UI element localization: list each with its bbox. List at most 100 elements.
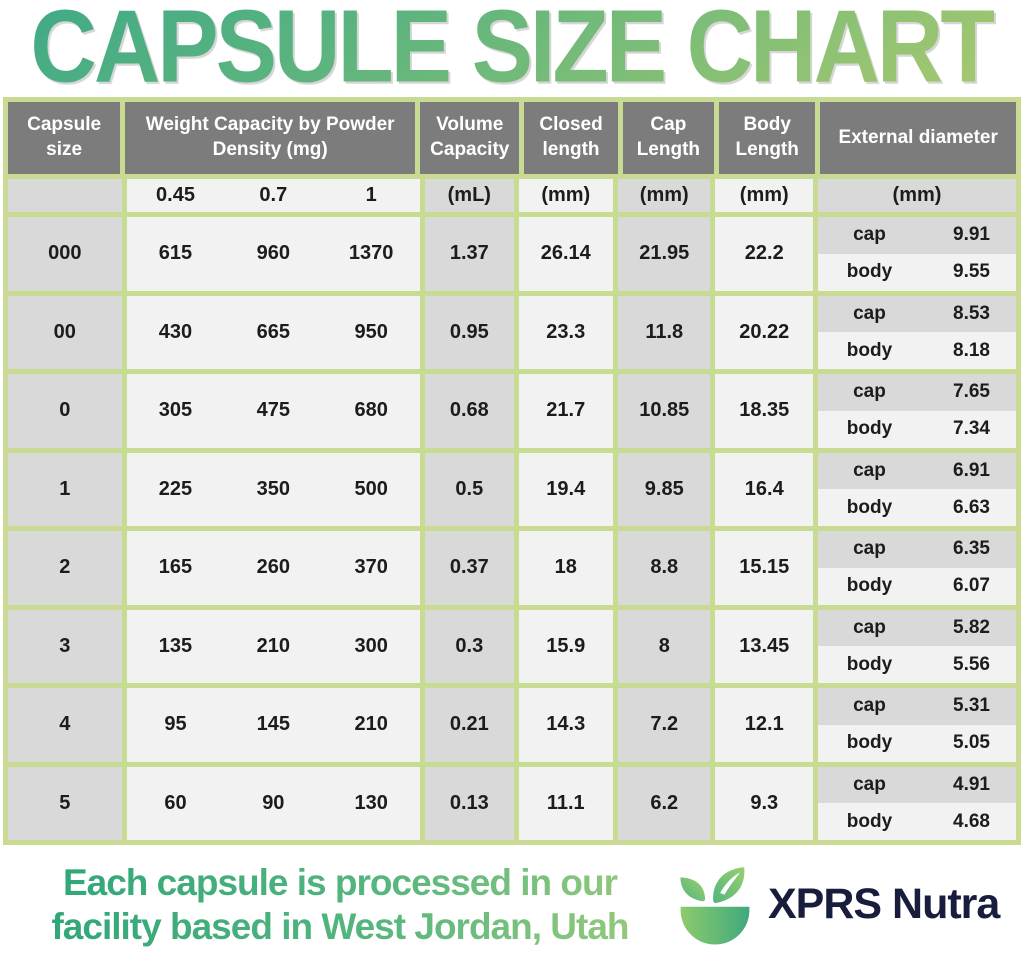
weight-value: 305	[158, 399, 193, 422]
weight-capacity-cell: 430 665 950	[126, 295, 421, 369]
table-row: 000 615 960 1370 1.37 26.14 21.95 22.2 c…	[8, 217, 1016, 291]
table-header-row: Capsule size Weight Capacity by Powder D…	[8, 102, 1016, 174]
closed-length-cell: 19.4	[518, 452, 614, 526]
closed-length-cell: 26.14	[518, 217, 614, 291]
ext-body-label: body	[846, 261, 893, 283]
volume-capacity-cell: 0.5	[425, 452, 514, 526]
external-diameter-cell: cap 7.65 body 7.34	[817, 374, 1016, 448]
capsule-size-cell: 2	[8, 531, 122, 605]
title-bar: CAPSULE SIZE CHART	[0, 0, 1024, 104]
ext-body-label: body	[846, 732, 893, 754]
table-row: 0 305 475 680 0.68 21.7 10.85 18.35 cap …	[8, 374, 1016, 448]
capsule-size-cell: 1	[8, 452, 122, 526]
density-value: 0.45	[156, 184, 195, 206]
volume-capacity-cell: 0.37	[425, 531, 514, 605]
weight-value: 225	[158, 477, 193, 500]
units-volume: (mL)	[425, 179, 514, 212]
footer-tagline-line1: Each capsule is processed in our	[62, 862, 618, 903]
external-diameter-body-row: body 6.63	[817, 489, 1016, 526]
external-diameter-cap-row: cap 9.91	[817, 217, 1016, 254]
closed-length-cell: 18	[518, 531, 614, 605]
ext-cap-value: 8.53	[953, 302, 990, 324]
units-external-diameter: (mm)	[817, 179, 1016, 212]
body-length-cell: 20.22	[715, 295, 813, 369]
external-diameter-cap-row: cap 7.65	[817, 374, 1016, 411]
weight-value: 665	[256, 320, 290, 343]
column-header-volume-capacity: Volume Capacity	[420, 102, 520, 174]
cap-length-cell: 7.2	[618, 688, 711, 762]
external-diameter-cap-row: cap 6.91	[817, 452, 1016, 490]
capsule-size-cell: 000	[8, 217, 122, 291]
external-diameter-cap-row: cap 5.82	[817, 609, 1016, 647]
body-length-cell: 18.35	[715, 374, 813, 448]
capsule-size-cell: 4	[8, 688, 122, 762]
weight-value: 960	[256, 242, 290, 265]
external-diameter-cap-row: cap 4.91	[817, 766, 1016, 804]
weight-value: 210	[354, 713, 388, 736]
weight-capacity-cell: 615 960 1370	[126, 217, 421, 291]
page-title: CAPSULE SIZE CHART	[30, 0, 996, 106]
weight-value: 90	[262, 791, 285, 814]
volume-capacity-cell: 0.3	[425, 609, 514, 683]
units-density-values: 0.45 0.7 1	[126, 179, 421, 212]
ext-cap-label: cap	[853, 773, 886, 795]
external-diameter-cell: cap 5.31 body 5.05	[817, 688, 1016, 762]
table-row: 1 225 350 500 0.5 19.4 9.85 16.4 cap 6.9…	[8, 452, 1016, 526]
ext-body-value: 5.56	[953, 653, 990, 675]
units-closed-length: (mm)	[518, 179, 614, 212]
column-header-external-diameter: External diameter	[820, 102, 1016, 174]
ext-cap-value: 6.91	[953, 459, 990, 481]
ext-cap-value: 4.91	[953, 773, 990, 795]
column-header-body-length: Body Length	[719, 102, 816, 174]
ext-cap-value: 9.91	[953, 224, 990, 246]
ext-body-label: body	[846, 653, 893, 675]
weight-capacity-cell: 165 260 370	[126, 531, 421, 605]
ext-body-value: 7.34	[953, 418, 990, 440]
cap-length-cell: 8.8	[618, 531, 711, 605]
body-length-cell: 22.2	[715, 217, 813, 291]
weight-capacity-cell: 135 210 300	[126, 609, 421, 683]
body-length-cell: 9.3	[715, 766, 813, 840]
units-body-length: (mm)	[715, 179, 813, 212]
column-header-closed-length: Closed length	[524, 102, 618, 174]
external-diameter-body-row: body 9.55	[817, 253, 1016, 291]
closed-length-cell: 15.9	[518, 609, 614, 683]
column-header-capsule-size: Capsule size	[8, 102, 121, 174]
cap-length-cell: 10.85	[618, 374, 711, 448]
external-diameter-cell: cap 4.91 body 4.68	[817, 766, 1016, 840]
body-length-cell: 15.15	[715, 531, 813, 605]
external-diameter-body-row: body 8.18	[817, 332, 1016, 369]
table-row: 4 95 145 210 0.21 14.3 7.2 12.1 cap 5.31…	[8, 688, 1016, 762]
density-value: 1	[365, 184, 377, 206]
ext-cap-label: cap	[853, 695, 886, 717]
table-row: 2 165 260 370 0.37 18 8.8 15.15 cap 6.35…	[8, 531, 1016, 605]
capsule-size-cell: 00	[8, 295, 122, 369]
ext-cap-label: cap	[853, 302, 886, 324]
body-length-cell: 12.1	[715, 688, 813, 762]
weight-value: 210	[256, 634, 290, 657]
column-header-cap-length: Cap Length	[622, 102, 715, 174]
closed-length-cell: 11.1	[518, 766, 614, 840]
closed-length-cell: 14.3	[518, 688, 614, 762]
ext-cap-label: cap	[853, 459, 886, 481]
ext-body-label: body	[846, 339, 893, 361]
weight-value: 135	[158, 634, 193, 657]
ext-body-label: body	[846, 810, 893, 832]
table-row: 3 135 210 300 0.3 15.9 8 13.45 cap 5.82 …	[8, 609, 1016, 683]
weight-value: 145	[256, 713, 290, 736]
ext-cap-value: 5.82	[953, 616, 990, 638]
volume-capacity-cell: 0.95	[425, 295, 514, 369]
external-diameter-body-row: body 7.34	[817, 410, 1016, 448]
ext-body-value: 8.18	[953, 339, 990, 361]
external-diameter-cap-row: cap 8.53	[817, 295, 1016, 333]
external-diameter-cap-row: cap 5.31	[817, 688, 1016, 725]
external-diameter-body-row: body 6.07	[817, 567, 1016, 605]
volume-capacity-cell: 1.37	[425, 217, 514, 291]
weight-value: 350	[256, 477, 290, 500]
capsule-size-cell: 5	[8, 766, 122, 840]
ext-body-value: 5.05	[953, 732, 990, 754]
external-diameter-cell: cap 6.91 body 6.63	[817, 452, 1016, 526]
volume-capacity-cell: 0.21	[425, 688, 514, 762]
weight-capacity-cell: 305 475 680	[126, 374, 421, 448]
weight-value: 165	[158, 556, 193, 579]
